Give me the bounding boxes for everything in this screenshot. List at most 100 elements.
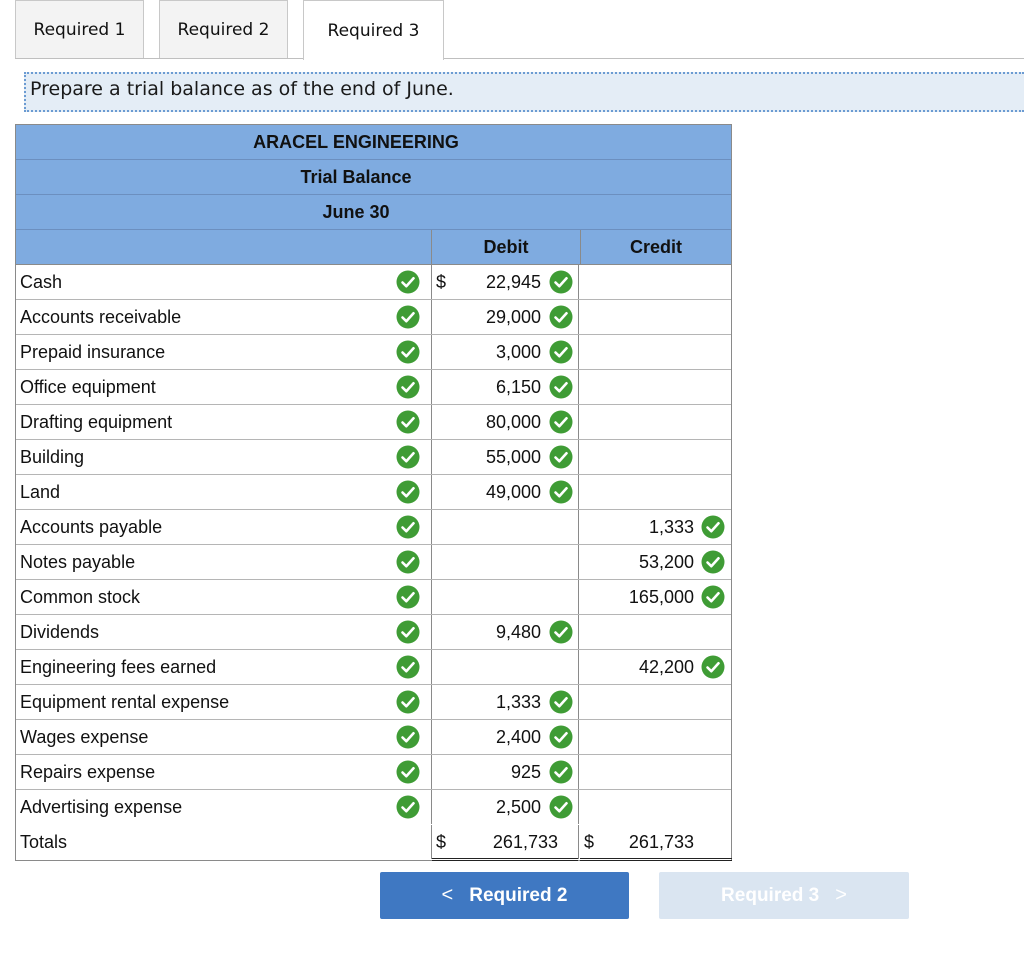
account-name: Building bbox=[20, 447, 85, 467]
credit-column-header: Credit bbox=[629, 236, 682, 257]
check-icon bbox=[396, 270, 420, 294]
check-icon bbox=[396, 620, 420, 644]
account-name: Accounts payable bbox=[20, 517, 163, 537]
account-name: Land bbox=[20, 482, 61, 502]
debit-cell[interactable]: 9,480 bbox=[431, 615, 579, 649]
debit-cell[interactable]: 6,150 bbox=[431, 370, 579, 404]
account-name: Dividends bbox=[20, 622, 100, 642]
credit-cell[interactable] bbox=[580, 475, 732, 509]
credit-cell[interactable] bbox=[580, 335, 732, 369]
check-icon bbox=[701, 515, 725, 539]
next-required-button[interactable]: Required 3 > bbox=[659, 872, 909, 919]
check-icon bbox=[701, 585, 725, 609]
tab-bar: Required 1 Required 2 Required 3 bbox=[15, 0, 1024, 60]
debit-cell[interactable]: 2,400 bbox=[431, 720, 579, 754]
account-name: Office equipment bbox=[20, 377, 156, 397]
statement-header: Trial Balance bbox=[16, 160, 731, 195]
debit-value: 22,945 bbox=[485, 272, 541, 292]
table-row: Common stock 165,000 bbox=[16, 580, 731, 615]
credit-cell[interactable] bbox=[580, 755, 732, 789]
check-icon bbox=[396, 305, 420, 329]
instruction-text: Prepare a trial balance as of the end of… bbox=[30, 78, 454, 100]
debit-value: 9,480 bbox=[495, 622, 541, 642]
dollar-sign: $ bbox=[436, 272, 447, 292]
credit-cell[interactable] bbox=[580, 300, 732, 334]
debit-cell[interactable] bbox=[431, 510, 579, 544]
credit-cell[interactable] bbox=[580, 440, 732, 474]
tab-required-3[interactable]: Required 3 bbox=[303, 0, 444, 60]
debit-cell[interactable]: 3,000 bbox=[431, 335, 579, 369]
debit-cell[interactable]: 80,000 bbox=[431, 405, 579, 439]
debit-column-header: Debit bbox=[431, 230, 581, 264]
tab-required-1[interactable]: Required 1 bbox=[15, 0, 144, 58]
credit-cell[interactable]: 42,200 bbox=[580, 650, 732, 684]
check-icon bbox=[396, 690, 420, 714]
credit-cell[interactable] bbox=[580, 405, 732, 439]
debit-cell[interactable] bbox=[431, 650, 579, 684]
check-icon bbox=[396, 410, 420, 434]
debit-value: 3,000 bbox=[495, 342, 541, 362]
tab-required-2[interactable]: Required 2 bbox=[159, 0, 288, 58]
check-icon bbox=[549, 410, 573, 434]
debit-cell[interactable]: 29,000 bbox=[431, 300, 579, 334]
chevron-left-icon: < bbox=[441, 884, 454, 906]
debit-value: 55,000 bbox=[485, 447, 541, 467]
credit-cell[interactable] bbox=[580, 370, 732, 404]
check-icon bbox=[549, 690, 573, 714]
debit-cell[interactable]: 55,000 bbox=[431, 440, 579, 474]
debit-cell[interactable]: 1,333 bbox=[431, 685, 579, 719]
dollar-sign: $ bbox=[584, 832, 595, 852]
table-row: Equipment rental expense 1,333 bbox=[16, 685, 731, 720]
debit-value: 2,400 bbox=[495, 727, 541, 747]
previous-button-label: Required 2 bbox=[469, 884, 568, 906]
table-body: Cash $22,945 Accounts receivable 29,000 Prep… bbox=[16, 265, 731, 825]
account-name: Wages expense bbox=[20, 727, 149, 747]
check-icon bbox=[549, 620, 573, 644]
account-name: Accounts receivable bbox=[20, 307, 182, 327]
table-row: Cash $22,945 bbox=[16, 265, 731, 300]
table-row: Drafting equipment 80,000 bbox=[16, 405, 731, 440]
credit-cell[interactable]: 53,200 bbox=[580, 545, 732, 579]
check-icon bbox=[396, 375, 420, 399]
check-icon bbox=[396, 655, 420, 679]
check-icon bbox=[549, 760, 573, 784]
check-icon bbox=[396, 515, 420, 539]
table-row: Building 55,000 bbox=[16, 440, 731, 475]
table-row: Engineering fees earned 42,200 bbox=[16, 650, 731, 685]
credit-cell[interactable]: 165,000 bbox=[580, 580, 732, 614]
previous-required-button[interactable]: < Required 2 bbox=[380, 872, 629, 919]
debit-cell[interactable] bbox=[431, 545, 579, 579]
double-underline bbox=[432, 858, 578, 861]
debit-cell[interactable] bbox=[431, 580, 579, 614]
credit-cell[interactable] bbox=[580, 265, 732, 299]
next-button-label: Required 3 bbox=[721, 884, 820, 906]
debit-cell[interactable]: $22,945 bbox=[431, 265, 579, 299]
date-header: June 30 bbox=[16, 195, 731, 230]
credit-value: 53,200 bbox=[638, 552, 694, 572]
table-row: Advertising expense 2,500 bbox=[16, 790, 731, 825]
check-icon bbox=[396, 795, 420, 819]
check-icon bbox=[701, 550, 725, 574]
account-name: Equipment rental expense bbox=[20, 692, 230, 712]
credit-cell[interactable] bbox=[580, 720, 732, 754]
totals-credit-cell[interactable]: $ 261,733 bbox=[580, 825, 732, 861]
check-icon bbox=[549, 270, 573, 294]
check-icon bbox=[701, 655, 725, 679]
debit-cell[interactable]: 2,500 bbox=[431, 790, 579, 824]
debit-value: 29,000 bbox=[485, 307, 541, 327]
credit-cell[interactable] bbox=[580, 790, 732, 824]
instruction-box: Prepare a trial balance as of the end of… bbox=[24, 72, 1024, 112]
table-row: Repairs expense 925 bbox=[16, 755, 731, 790]
statement-title: Trial Balance bbox=[300, 167, 412, 187]
debit-cell[interactable]: 49,000 bbox=[431, 475, 579, 509]
debit-cell[interactable]: 925 bbox=[431, 755, 579, 789]
credit-cell[interactable]: 1,333 bbox=[580, 510, 732, 544]
company-header: ARACEL ENGINEERING bbox=[16, 125, 731, 160]
totals-debit-cell[interactable]: $ 261,733 bbox=[431, 825, 579, 861]
check-icon bbox=[396, 725, 420, 749]
check-icon bbox=[549, 375, 573, 399]
credit-cell[interactable] bbox=[580, 615, 732, 649]
table-row: Notes payable 53,200 bbox=[16, 545, 731, 580]
credit-cell[interactable] bbox=[580, 685, 732, 719]
totals-row: Totals $ 261,733 $ 261,733 bbox=[16, 825, 732, 861]
